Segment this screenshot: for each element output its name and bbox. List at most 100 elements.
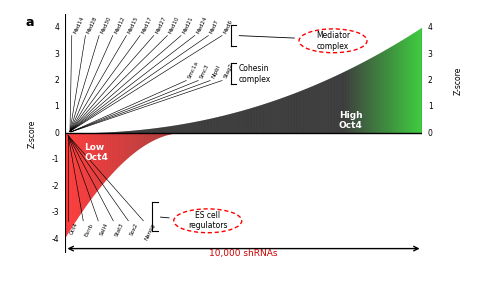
Text: Z-score: Z-score [28, 119, 37, 148]
Polygon shape [397, 43, 398, 133]
Polygon shape [95, 133, 96, 194]
Polygon shape [123, 131, 124, 133]
Polygon shape [170, 126, 171, 133]
Polygon shape [205, 120, 206, 133]
Polygon shape [137, 133, 138, 151]
Text: Sox2: Sox2 [129, 222, 139, 236]
Polygon shape [151, 133, 152, 142]
Polygon shape [93, 133, 94, 197]
Polygon shape [393, 45, 394, 133]
Polygon shape [214, 118, 215, 133]
Polygon shape [162, 127, 163, 133]
Polygon shape [100, 133, 101, 187]
Polygon shape [127, 131, 128, 133]
Polygon shape [342, 73, 343, 133]
Polygon shape [159, 133, 160, 138]
Polygon shape [264, 104, 265, 133]
Polygon shape [106, 133, 107, 180]
Text: Stag2: Stag2 [223, 63, 234, 79]
Text: 2: 2 [428, 76, 432, 85]
Polygon shape [222, 116, 223, 133]
Polygon shape [165, 133, 166, 136]
Polygon shape [385, 50, 386, 133]
Polygon shape [253, 107, 254, 133]
Polygon shape [89, 133, 90, 201]
Polygon shape [271, 102, 272, 133]
Polygon shape [194, 122, 195, 133]
Polygon shape [199, 121, 200, 133]
Polygon shape [246, 109, 247, 133]
Polygon shape [158, 128, 159, 133]
Polygon shape [118, 133, 119, 167]
Polygon shape [121, 131, 122, 133]
Polygon shape [195, 122, 196, 133]
Polygon shape [346, 71, 347, 133]
Polygon shape [143, 133, 144, 147]
Polygon shape [383, 51, 384, 133]
Polygon shape [396, 44, 397, 133]
Polygon shape [411, 34, 412, 133]
Polygon shape [141, 130, 142, 133]
Polygon shape [354, 67, 355, 133]
Polygon shape [114, 133, 115, 172]
Polygon shape [113, 132, 114, 133]
Polygon shape [415, 32, 416, 133]
Polygon shape [110, 133, 111, 176]
Polygon shape [191, 123, 192, 133]
Polygon shape [122, 133, 123, 164]
Text: Med17: Med17 [141, 15, 153, 34]
Polygon shape [234, 113, 235, 133]
Polygon shape [128, 133, 129, 158]
Polygon shape [402, 40, 403, 133]
Polygon shape [212, 118, 213, 133]
Polygon shape [356, 66, 357, 133]
Polygon shape [168, 126, 169, 133]
Polygon shape [247, 109, 248, 133]
Polygon shape [188, 123, 189, 133]
Polygon shape [421, 28, 422, 133]
Polygon shape [109, 133, 110, 177]
Polygon shape [281, 98, 282, 133]
Polygon shape [398, 42, 399, 133]
Polygon shape [130, 133, 131, 156]
Polygon shape [375, 56, 376, 133]
Text: Med28: Med28 [86, 15, 98, 34]
Polygon shape [380, 53, 381, 133]
Polygon shape [288, 96, 289, 133]
Polygon shape [225, 115, 226, 133]
Polygon shape [131, 133, 132, 156]
Polygon shape [374, 56, 375, 133]
Polygon shape [108, 133, 109, 178]
Polygon shape [217, 117, 218, 133]
Text: Low
Oct4: Low Oct4 [84, 143, 108, 162]
Text: Nipbl: Nipbl [211, 64, 221, 79]
Polygon shape [68, 133, 69, 233]
Polygon shape [187, 123, 188, 133]
Polygon shape [157, 128, 158, 133]
Polygon shape [286, 96, 287, 133]
Polygon shape [125, 131, 126, 133]
Polygon shape [386, 50, 387, 133]
Polygon shape [262, 104, 263, 133]
Polygon shape [167, 133, 168, 135]
Polygon shape [150, 129, 151, 133]
Polygon shape [400, 41, 401, 133]
Polygon shape [202, 121, 203, 133]
Polygon shape [370, 58, 371, 133]
Polygon shape [243, 110, 244, 133]
Text: 0: 0 [428, 129, 433, 138]
Polygon shape [331, 77, 332, 133]
Polygon shape [115, 132, 116, 133]
Polygon shape [160, 128, 161, 133]
Polygon shape [320, 83, 321, 133]
Polygon shape [117, 132, 118, 133]
Polygon shape [130, 131, 131, 133]
Polygon shape [352, 67, 353, 133]
Polygon shape [167, 127, 168, 133]
Polygon shape [209, 119, 210, 133]
Polygon shape [203, 120, 204, 133]
Polygon shape [210, 119, 211, 133]
Polygon shape [344, 72, 345, 133]
Polygon shape [297, 92, 298, 133]
Polygon shape [171, 133, 172, 134]
